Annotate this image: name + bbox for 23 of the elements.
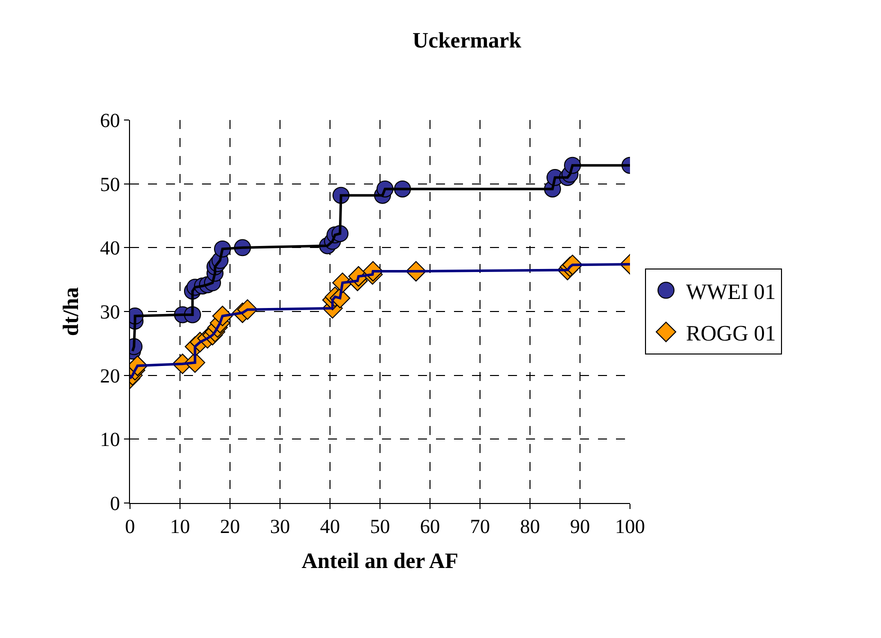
y-axis-title: dt/ha <box>58 287 83 336</box>
x-tick-label: 100 <box>615 516 645 538</box>
y-tick-label: 40 <box>100 238 120 260</box>
x-tick-label: 20 <box>220 516 240 538</box>
x-tick-label: 50 <box>370 516 390 538</box>
x-axis-title: Anteil an der AF <box>302 548 458 573</box>
x-tick-label: 0 <box>125 516 135 538</box>
y-tick-label: 30 <box>100 302 120 324</box>
x-tick-label: 70 <box>470 516 490 538</box>
x-tick-label: 60 <box>420 516 440 538</box>
x-tick-label: 10 <box>170 516 190 538</box>
chart-title: Uckermark <box>412 27 522 52</box>
y-tick-label: 20 <box>100 365 120 388</box>
x-tick-label: 80 <box>520 516 540 538</box>
y-tick-label: 0 <box>110 493 120 515</box>
x-tick-label: 30 <box>270 516 290 538</box>
y-tick-label: 50 <box>100 174 120 196</box>
x-tick-label: 90 <box>570 516 590 538</box>
y-tick-label: 60 <box>100 110 120 132</box>
y-tick-label: 10 <box>100 429 120 452</box>
legend-label: WWEI 01 <box>686 278 776 304</box>
legend-label: ROGG 01 <box>686 320 776 346</box>
x-tick-label: 40 <box>320 516 340 538</box>
